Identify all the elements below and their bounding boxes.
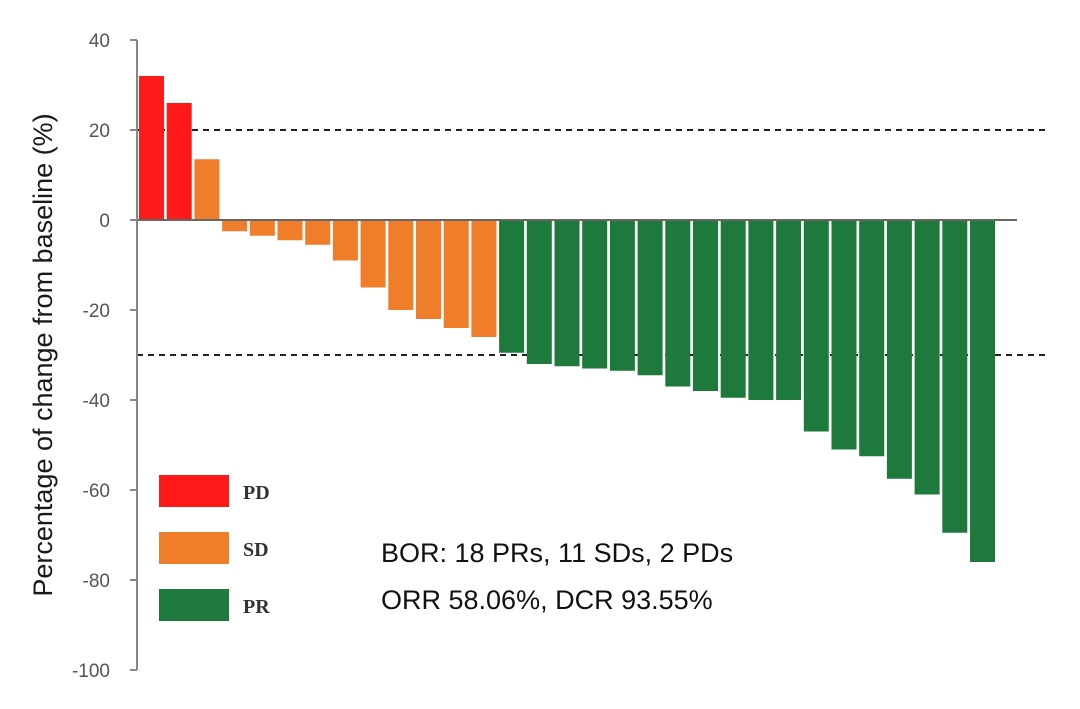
bar-31 bbox=[970, 220, 995, 562]
legend-swatch-pd bbox=[159, 475, 229, 507]
bar-6 bbox=[277, 220, 303, 241]
bar-26 bbox=[831, 220, 857, 450]
bar-8 bbox=[332, 220, 358, 261]
bor-annotation: BOR: 18 PRs, 11 SDs, 2 PDs bbox=[381, 538, 733, 568]
legend-label-pr: PR bbox=[243, 596, 270, 618]
bar-15 bbox=[526, 220, 552, 364]
bar-3 bbox=[194, 159, 220, 220]
bar-17 bbox=[582, 220, 608, 369]
y-tick-label: -60 bbox=[83, 481, 110, 502]
bar-24 bbox=[776, 220, 802, 400]
bar-18 bbox=[609, 220, 635, 371]
y-tick-label: -20 bbox=[83, 301, 110, 322]
bar-28 bbox=[886, 220, 912, 479]
legend-label-sd: SD bbox=[243, 539, 269, 561]
y-axis-ticks: 40 20 0 -20 -40 -60 -80 -100 bbox=[72, 31, 137, 682]
bar-7 bbox=[305, 220, 331, 245]
bar-16 bbox=[554, 220, 580, 367]
bar-19 bbox=[637, 220, 663, 376]
bar-1 bbox=[139, 76, 164, 220]
bars bbox=[139, 76, 995, 562]
y-tick-label: 0 bbox=[99, 211, 110, 232]
legend: PD SD PR bbox=[159, 475, 270, 621]
bar-5 bbox=[249, 220, 275, 236]
y-axis-title: Percentage of change from baseline (%) bbox=[28, 113, 58, 596]
y-tick-label: -100 bbox=[72, 661, 110, 682]
bar-9 bbox=[360, 220, 386, 288]
bar-12 bbox=[443, 220, 469, 328]
bar-14 bbox=[499, 220, 525, 353]
bar-21 bbox=[693, 220, 718, 391]
bar-13 bbox=[471, 220, 497, 337]
bar-22 bbox=[720, 220, 746, 398]
legend-swatch-sd bbox=[159, 532, 229, 564]
bar-30 bbox=[942, 220, 968, 533]
bar-20 bbox=[665, 220, 691, 387]
legend-swatch-pr bbox=[159, 589, 229, 621]
bar-2 bbox=[166, 103, 192, 220]
bar-27 bbox=[859, 220, 885, 457]
bar-23 bbox=[748, 220, 774, 400]
y-tick-label: -80 bbox=[83, 571, 110, 592]
legend-label-pd: PD bbox=[243, 482, 270, 504]
bar-29 bbox=[914, 220, 940, 495]
y-tick-label: -40 bbox=[83, 391, 110, 412]
y-tick-label: 20 bbox=[89, 121, 110, 142]
y-tick-label: 40 bbox=[89, 31, 110, 52]
bar-11 bbox=[416, 220, 441, 319]
bar-10 bbox=[388, 220, 414, 310]
bar-4 bbox=[222, 220, 248, 232]
orr-dcr-annotation: ORR 58.06%, DCR 93.55% bbox=[381, 585, 713, 615]
bar-25 bbox=[803, 220, 829, 432]
